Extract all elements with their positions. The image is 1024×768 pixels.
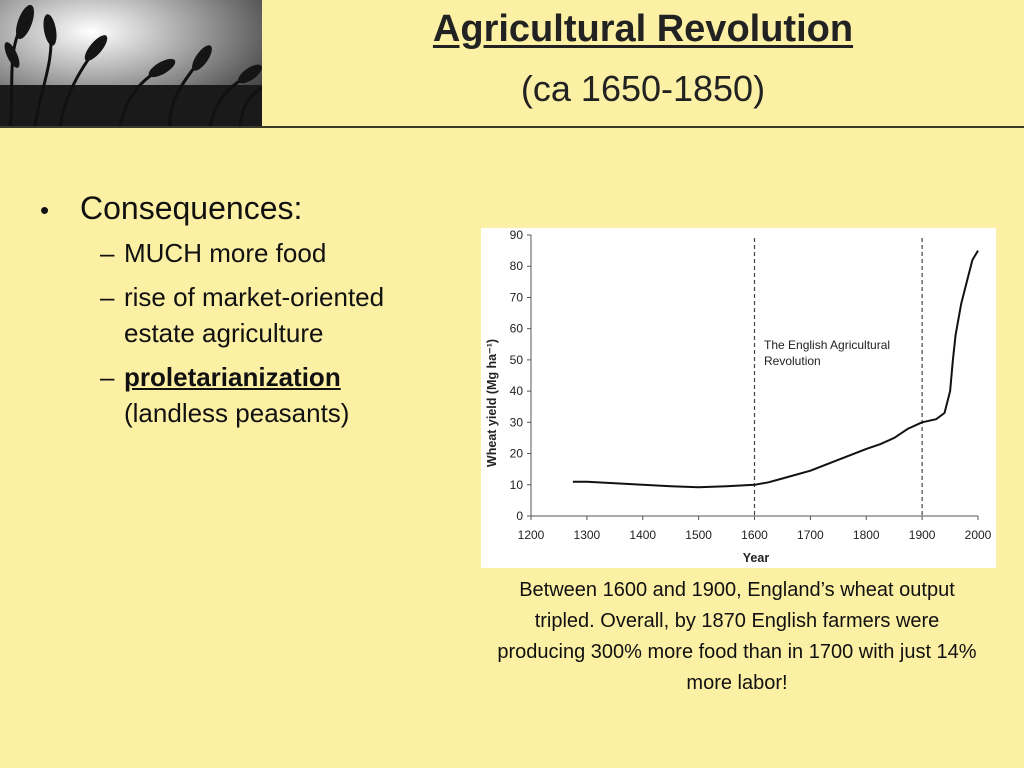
y-tick-label: 10 [510, 478, 524, 492]
dash-icon: – [100, 362, 115, 392]
page-subtitle: (ca 1650-1850) [520, 68, 766, 109]
sub-bullet-text-group: proletarianization (landless peasants) [124, 359, 454, 431]
sub-bullet-text: MUCH more food [124, 238, 327, 268]
x-tick-label: 1600 [741, 528, 768, 542]
sub-bullet-item: – rise of market-oriented estate agricul… [100, 279, 470, 351]
y-tick-label: 30 [510, 415, 524, 429]
dash-icon: – [100, 238, 115, 268]
y-axis-label: Wheat yield (Mg ha⁻¹) [485, 339, 499, 467]
x-axis-label: Year [743, 551, 770, 565]
wheat-yield-chart: 0 10 20 30 40 50 60 70 80 90 1200 1300 1400 1500 1600 1… [485, 228, 992, 565]
y-tick-label: 70 [510, 290, 524, 304]
sub-bullet-text: rise of market-oriented estate agricultu… [124, 282, 385, 348]
y-tick-label: 60 [510, 322, 524, 336]
bullet-item: • Consequences: [40, 190, 470, 227]
x-tick-label: 1500 [685, 528, 712, 542]
sub-bullet-item: – proletarianization (landless peasants) [100, 359, 470, 431]
proletarianization-term: proletarianization [124, 362, 341, 392]
bullet-list: • Consequences: – MUCH more food – rise … [40, 190, 470, 431]
sub-bullet-text: (landless peasants) [124, 398, 350, 428]
x-tick-label: 1900 [909, 528, 936, 542]
x-tick-label: 2000 [965, 528, 992, 542]
wheat-yield-line [572, 250, 979, 489]
y-tick-label: 20 [510, 447, 524, 461]
y-tick-label: 40 [510, 384, 524, 398]
dash-icon: – [100, 282, 115, 312]
x-tick-label: 1400 [629, 528, 656, 542]
page-title: Agricultural Revolution [432, 8, 854, 50]
header-divider [0, 126, 1024, 128]
x-tick-label: 1300 [574, 528, 601, 542]
x-tick-label: 1800 [853, 528, 880, 542]
y-tick-label: 90 [510, 228, 524, 242]
sub-bullet-item: – MUCH more food [100, 235, 470, 271]
bullet-text: Consequences: [80, 190, 303, 226]
y-tick-label: 50 [510, 353, 524, 367]
wheat-field-image [0, 0, 262, 127]
bullet-dot-icon: • [40, 195, 50, 225]
chart-panel: 0 10 20 30 40 50 60 70 80 90 1200 1300 1400 1500 1600 1… [481, 228, 996, 568]
y-tick-label: 0 [516, 509, 523, 523]
y-tick-label: 80 [510, 259, 524, 273]
x-tick-label: 1700 [797, 528, 824, 542]
chart-caption: Between 1600 and 1900, England’s wheat o… [497, 579, 977, 694]
chart-annotation-line2: Revolution [764, 354, 821, 368]
x-tick-label: 1200 [518, 528, 545, 542]
chart-annotation-line1: The English Agricultural [764, 338, 890, 352]
